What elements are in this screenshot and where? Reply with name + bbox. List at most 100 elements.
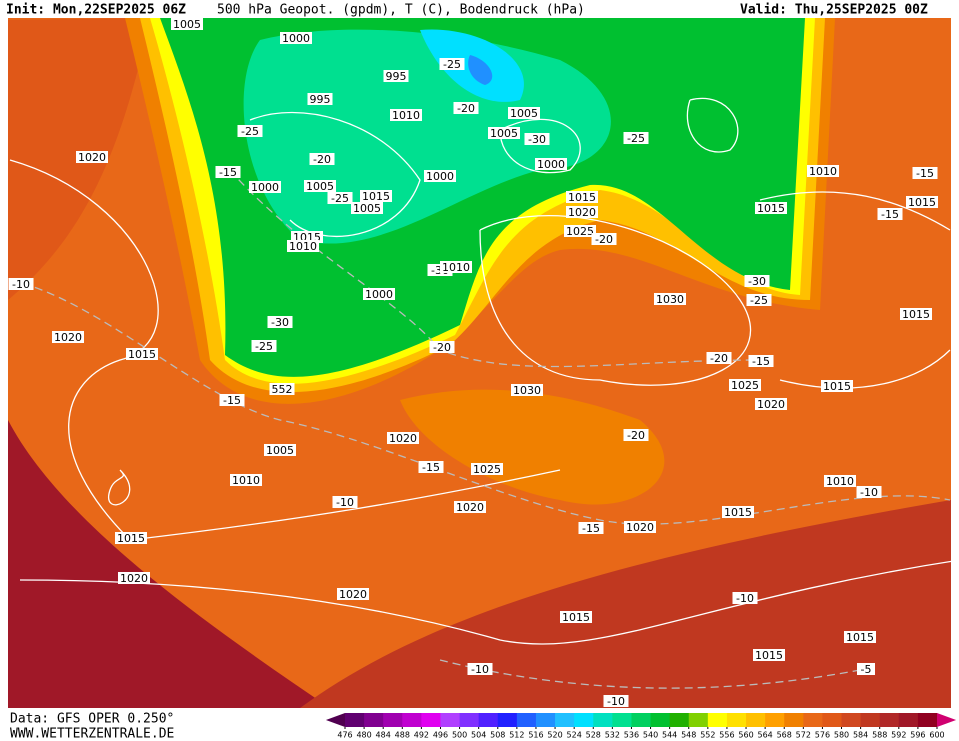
label-box [264,444,296,456]
colorbar-label: 552 [700,731,715,740]
colorbar-swatch [574,713,594,727]
contour-label: 1015 [846,631,874,644]
colorbar-swatch [688,713,709,727]
label-box [535,158,567,170]
colorbar-swatch [402,713,422,727]
contour-label: 1020 [456,501,484,514]
label-box [327,192,353,204]
contour-label: 1015 [902,308,930,321]
data-source: Data: GFS OPER 0.250° [10,712,174,727]
colorbar-label: 512 [509,731,524,740]
label-box [219,394,245,406]
contour-label: 1005 [353,202,381,215]
colorbar-swatch [841,713,862,727]
colorbar-swatch [555,713,575,727]
label-box [746,294,772,306]
colorbar-swatch [497,713,518,727]
label-box [844,631,876,643]
colorbar-label: 504 [471,731,486,740]
colorbar-swatch [669,713,690,727]
label-box [807,165,839,177]
label-box [564,225,596,237]
label-box [332,496,358,508]
label-box [304,180,336,192]
label-box [753,649,785,661]
label-box [912,167,938,179]
contour-label: 1010 [826,475,854,488]
contour-label: 995 [310,93,331,106]
label-box [511,384,543,396]
label-box [363,288,395,300]
colorbar-swatch [879,713,900,727]
colorbar-swatch [860,713,881,727]
colorbar-label: 592 [891,731,906,740]
contour-label: -20 [595,233,613,246]
label-box [251,340,277,352]
label-box [467,663,493,675]
contour-label: 1020 [757,398,785,411]
contour-label: -30 [528,133,546,146]
contour-label: -20 [433,341,451,354]
contour-label: -10 [471,663,489,676]
colorbar-label: 492 [414,731,429,740]
colorbar-label: 580 [834,731,849,740]
label-box [706,352,732,364]
colorbar-label: 536 [624,731,639,740]
label-box [390,109,422,121]
contour-label: -15 [881,208,899,221]
label-box [126,348,158,360]
label-box [722,506,754,518]
label-box [906,196,938,208]
colorbar-swatch [707,713,728,727]
contour-label: -10 [607,695,625,708]
colorbar-swatch [535,713,556,727]
contour-label: 1010 [289,240,317,253]
label-box [755,202,787,214]
contour-label: 1005 [490,127,518,140]
colorbar-label: 564 [757,731,772,740]
contour-label: -15 [582,522,600,535]
label-box [566,191,598,203]
contour-label: -15 [219,166,237,179]
colorbar-swatch [765,713,785,727]
contour-label: -25 [627,132,645,145]
colorbar-swatch [345,713,365,727]
colorbar-swatch [459,713,480,727]
colorbar-label: 600 [929,731,944,740]
label-box [8,278,34,290]
contour-label: -10 [736,592,754,605]
label-box [453,102,479,114]
colorbar-swatch [383,713,403,727]
contour-label: -15 [752,355,770,368]
contour-label: 1005 [306,180,334,193]
colorbar-label: 544 [662,731,677,740]
label-box [591,233,617,245]
colorbar-label: 532 [605,731,620,740]
contour-label: -10 [860,486,878,499]
colorbar-swatch [631,713,652,727]
colorbar-label: 556 [719,731,734,740]
colorbar-label: 588 [872,731,887,740]
contour-label: 1020 [339,588,367,601]
colorbar: 476 480 484 488 492 496 500 504 508 512 516 520 524 5… [325,713,957,740]
label-box [337,588,369,600]
colorbar-label: 596 [910,731,925,740]
colorbar-swatch [746,713,766,727]
contour-label: 1010 [392,109,420,122]
label-box [307,93,333,105]
label-box [230,474,262,486]
label-box [280,32,312,44]
init-time: Init: Mon,22SEP2025 06Z [6,3,186,18]
colorbar-swatch [593,713,613,727]
label-box [560,611,592,623]
label-box [249,181,281,193]
label-box [744,275,770,287]
label-box [729,379,761,391]
contour-label: 1015 [362,190,390,203]
contour-label: 1025 [566,225,594,238]
contour-label: 1015 [128,348,156,361]
contour-labels: 1005 1000 995 -25 995 -25 1010 -20 1005 1005 -30 -2… [8,18,938,708]
label-box [856,486,882,498]
contour-label: 1000 [251,181,279,194]
